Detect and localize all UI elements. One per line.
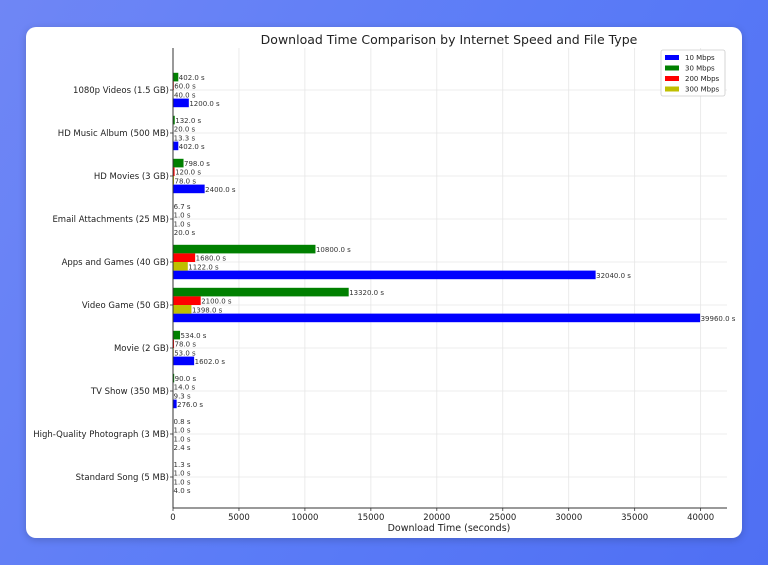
bar-300-mbps (173, 305, 192, 314)
x-tick-label: 0 (170, 513, 175, 523)
bar-value-label: 4.0 s (174, 487, 191, 495)
bar-30-mbps (173, 158, 184, 168)
category-label: Apps and Games (40 GB) (62, 258, 169, 268)
legend-entry: 300 Mbps (685, 86, 720, 94)
bar-value-label: 6.7 s (174, 203, 191, 211)
bar-value-label: 20.0 s (174, 126, 196, 134)
bar-value-label: 53.0 s (174, 349, 196, 357)
bar-value-label: 1200.0 s (189, 100, 220, 108)
category-label: High-Quality Photograph (3 MB) (33, 430, 169, 440)
x-tick-label: 20000 (423, 513, 450, 523)
bar-value-label: 39960.0 s (701, 315, 736, 323)
x-axis-label: Download Time (seconds) (388, 523, 511, 534)
bar-value-label: 14.0 s (174, 384, 196, 392)
labels-layer: 1200.0 s 402.0 s 2400.0 s 20.0 s 32040.0 s 39… (174, 74, 736, 495)
bar-value-label: 1.0 s (174, 427, 191, 435)
bar-10-mbps (173, 98, 189, 108)
x-tick-label: 35000 (621, 513, 648, 523)
x-tick-label: 40000 (687, 513, 714, 523)
bar-200-mbps (173, 339, 175, 348)
bar-value-label: 798.0 s (184, 160, 210, 168)
chart-card (26, 27, 742, 538)
category-label: HD Music Album (500 MB) (58, 129, 169, 139)
category-label: HD Movies (3 GB) (94, 172, 169, 182)
x-tick-label: 30000 (555, 513, 582, 523)
bar-200-mbps (173, 167, 175, 176)
legend: 10 Mbps 30 Mbps 200 Mbps 300 Mbps (660, 49, 726, 97)
bar-value-label: 1680.0 s (196, 255, 227, 263)
bar-10-mbps (173, 313, 701, 323)
bar-10-mbps (173, 270, 596, 280)
bar-value-label: 13320.0 s (349, 289, 384, 297)
bar-300-mbps (173, 176, 175, 185)
bar-200-mbps (173, 253, 196, 262)
bar-10-mbps (173, 399, 177, 409)
bar-value-label: 402.0 s (179, 74, 205, 82)
category-label: TV Show (350 MB) (90, 387, 169, 397)
bar-value-label: 120.0 s (175, 169, 201, 177)
bar-value-label: 60.0 s (174, 83, 196, 91)
bar-30-mbps (173, 373, 175, 383)
bar-10-mbps (173, 184, 205, 194)
bar-30-mbps (173, 72, 179, 82)
bar-value-label: 1.0 s (174, 220, 191, 228)
bar-value-label: 20.0 s (174, 229, 196, 237)
legend-entry: 30 Mbps (685, 65, 715, 73)
bar-value-label: 2400.0 s (205, 186, 236, 194)
bar-30-mbps (173, 244, 316, 254)
bar-200-mbps (173, 296, 201, 305)
legend-swatch (665, 55, 679, 60)
x-tick-label: 15000 (357, 513, 384, 523)
bar-value-label: 78.0 s (175, 341, 197, 349)
bar-value-label: 40.0 s (174, 91, 196, 99)
bar-value-label: 9.3 s (174, 392, 191, 400)
bar-10-mbps (173, 356, 195, 366)
category-label: 1080p Videos (1.5 GB) (73, 86, 169, 96)
x-tick-label: 25000 (489, 513, 516, 523)
legend-box (660, 49, 726, 97)
bar-value-label: 13.3 s (174, 134, 196, 142)
bar-value-label: 1.0 s (174, 478, 191, 486)
bar-value-label: 32040.0 s (596, 272, 631, 280)
bar-value-label: 1398.0 s (192, 306, 223, 314)
bar-value-label: 1.3 s (174, 461, 191, 469)
legend-swatch (665, 76, 679, 81)
x-tick-label: 5000 (228, 513, 250, 523)
chart-title: Download Time Comparison by Internet Spe… (261, 32, 638, 47)
bar-value-label: 1.0 s (174, 212, 191, 220)
bar-value-label: 90.0 s (175, 375, 197, 383)
grid-layer (172, 48, 727, 508)
bar-value-label: 534.0 s (181, 332, 207, 340)
category-label: Movie (2 GB) (114, 344, 169, 354)
bar-value-label: 1122.0 s (188, 263, 219, 271)
bar-30-mbps (173, 115, 175, 125)
x-tick-label: 10000 (291, 513, 318, 523)
bar-value-label: 1602.0 s (195, 358, 226, 366)
category-label: Video Game (50 GB) (82, 301, 169, 311)
bar-10-mbps (173, 141, 179, 151)
bar-value-label: 1.0 s (174, 470, 191, 478)
legend-swatch (665, 65, 679, 71)
bar-300-mbps (173, 262, 188, 271)
bar-value-label: 276.0 s (177, 401, 203, 409)
bar-30-mbps (173, 287, 349, 297)
bar-value-label: 2100.0 s (201, 298, 232, 306)
bar-value-label: 0.8 s (174, 418, 191, 426)
bar-value-label: 402.0 s (179, 143, 205, 151)
bar-value-label: 78.0 s (175, 177, 197, 185)
legend-swatch (665, 86, 679, 92)
legend-entry: 10 Mbps (685, 54, 715, 62)
axes-layer: 0 5000 10000 15000 20000 25000 30000 35000 40000… (33, 48, 727, 523)
category-label: Standard Song (5 MB) (76, 473, 169, 483)
legend-entry: 200 Mbps (685, 75, 720, 83)
bar-value-label: 1.0 s (174, 435, 191, 443)
category-label: Email Attachments (25 MB) (52, 215, 169, 225)
bar-value-label: 2.4 s (174, 444, 191, 452)
bar-30-mbps (173, 330, 181, 340)
bar-value-label: 10800.0 s (316, 246, 351, 254)
bar-value-label: 132.0 s (175, 117, 201, 125)
bars-layer (173, 72, 701, 495)
